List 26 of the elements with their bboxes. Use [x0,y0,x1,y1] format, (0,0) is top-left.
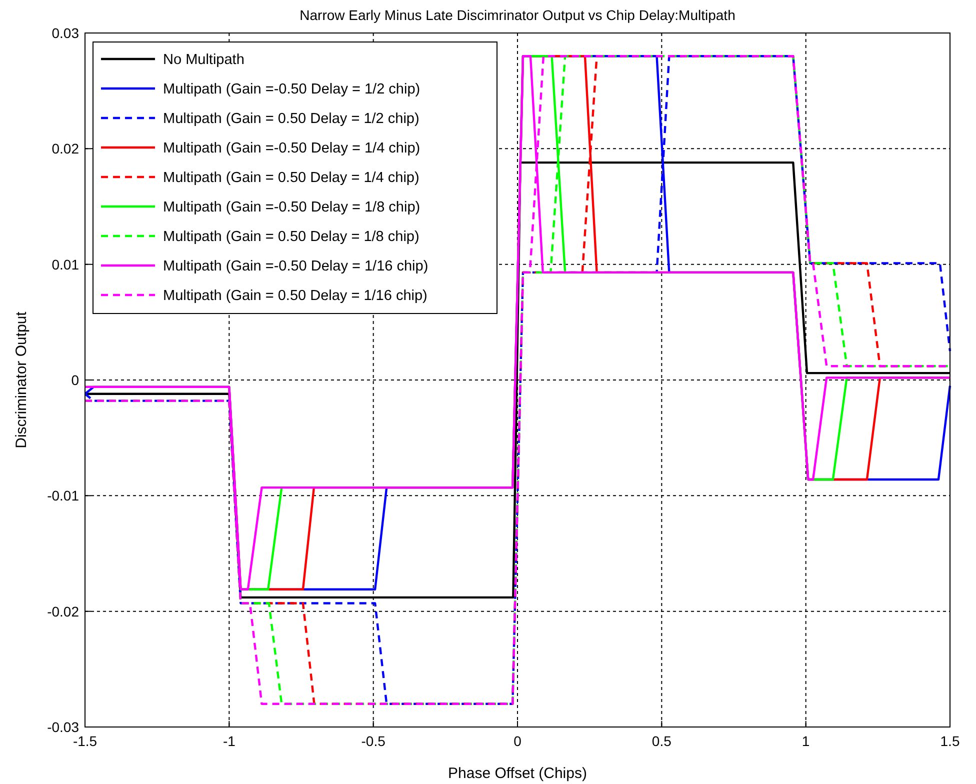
legend-label: Multipath (Gain =-0.50 Delay = 1/8 chip) [163,200,420,216]
legend-label: Multipath (Gain = 0.50 Delay = 1/2 chip) [163,111,420,127]
y-tick-label: -0.01 [47,488,80,504]
legend-label: Multipath (Gain = 0.50 Delay = 1/4 chip) [163,170,420,186]
legend-label: Multipath (Gain =-0.50 Delay = 1/2 chip) [163,82,420,98]
x-tick-label: -1.5 [72,733,98,749]
x-tick-label: -0.5 [361,733,386,749]
x-tick-label: 1 [802,733,810,749]
chart-title: Narrow Early Minus Late Discimrinator Output vs Chip Delay:Multipath [300,7,736,23]
x-tick-label: 1.5 [940,733,960,749]
x-axis-title: Phase Offset (Chips) [448,765,587,782]
y-tick-label: 0.03 [52,25,80,41]
y-tick-label: 0 [71,372,80,388]
legend-label: Multipath (Gain = 0.50 Delay = 1/8 chip) [163,229,420,245]
legend-label: Multipath (Gain =-0.50 Delay = 1/16 chip) [163,258,428,274]
y-axis-title: Discriminator Output [13,310,30,448]
y-tick-label: -0.02 [47,603,80,620]
legend-label: No Multipath [163,52,244,68]
y-tick-label: -0.03 [47,719,80,735]
legend-label: Multipath (Gain = 0.50 Delay = 1/16 chip) [163,288,428,304]
x-tick-label: 0.5 [652,733,672,749]
y-tick-label: 0.02 [52,140,80,157]
x-tick-label: 0 [514,733,522,749]
legend-label: Multipath (Gain =-0.50 Delay = 1/4 chip) [163,140,420,156]
x-tick-label: -1 [222,733,236,749]
y-tick-label: 0.01 [52,256,80,272]
